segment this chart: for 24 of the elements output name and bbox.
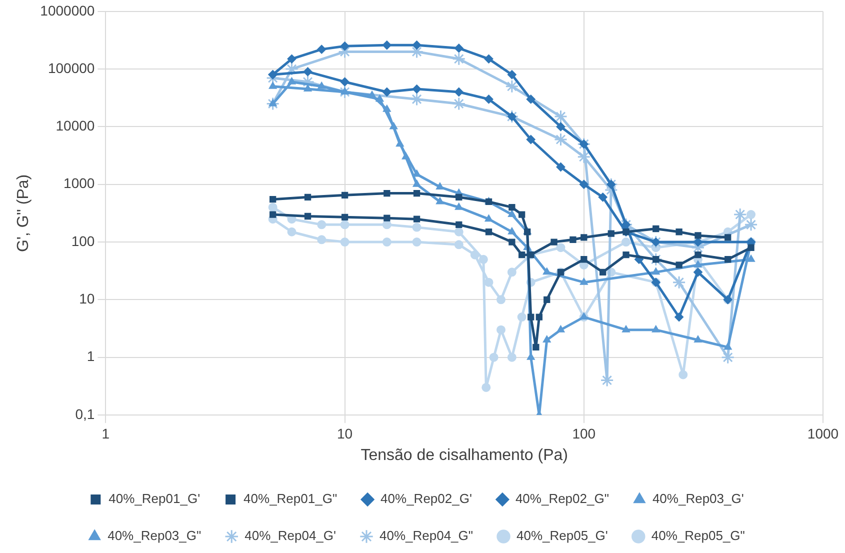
legend-label: 40%_Rep03_G' <box>652 491 744 506</box>
x-tick-label: 10 <box>337 425 353 442</box>
legend-label: 40%_Rep01_G" <box>244 491 338 506</box>
legend-label: 40%_Rep04_G' <box>244 528 336 544</box>
y-tick-label: 1 <box>86 348 95 364</box>
legend-label: 40%_Rep03_G" <box>108 528 202 544</box>
legend-label: 40%_Rep02_G" <box>515 491 610 506</box>
x-axis-title: Tensão de cisalhamento (Pa) <box>360 446 568 464</box>
legend-label: 40%_Rep04_G" <box>379 528 474 544</box>
y-tick-label: 0,1 <box>75 406 95 422</box>
y-tick-label: 100 <box>71 232 95 249</box>
y-tick-label: 10 <box>79 290 95 307</box>
legend-label: 40%_Rep01_G' <box>108 491 200 506</box>
y-axis-title: G', G'' (Pa) <box>15 174 32 252</box>
x-tick-label: 1000 <box>807 425 839 442</box>
y-tick-label: 1000 <box>64 175 95 192</box>
legend-label: 40%_Rep05_G' <box>516 528 608 544</box>
x-tick-label: 100 <box>572 425 596 442</box>
legend-label: 40%_Rep05_G" <box>651 528 746 544</box>
y-tick-label: 100000 <box>48 60 95 76</box>
y-tick-label: 1000000 <box>40 2 95 18</box>
x-tick-label: 1 <box>102 425 110 442</box>
y-tick-label: 10000 <box>56 118 95 134</box>
legend-label: 40%_Rep02_G' <box>380 491 472 506</box>
